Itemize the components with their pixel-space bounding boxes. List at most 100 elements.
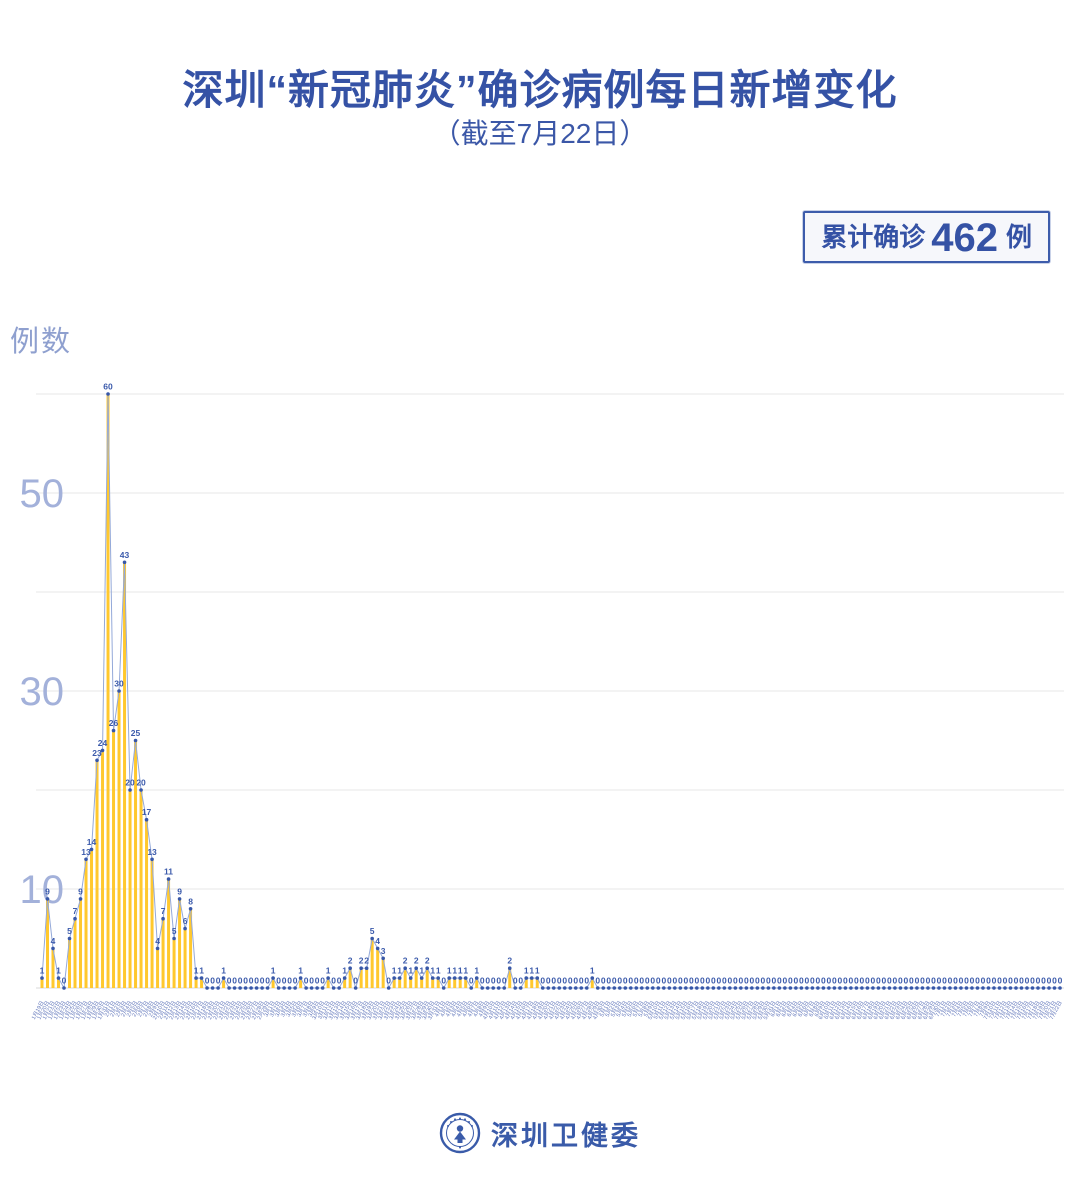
svg-text:0: 0 [898, 976, 903, 986]
svg-text:1: 1 [271, 966, 276, 976]
svg-text:0: 0 [1019, 976, 1024, 986]
svg-text:0: 0 [1003, 976, 1008, 986]
svg-text:2: 2 [425, 956, 430, 966]
svg-text:0: 0 [931, 976, 936, 986]
footer-org-name: 深圳卫健委 [491, 1120, 641, 1151]
svg-text:9: 9 [78, 886, 83, 896]
svg-text:13: 13 [81, 847, 91, 857]
svg-text:50: 50 [20, 472, 65, 516]
svg-text:0: 0 [1030, 976, 1035, 986]
svg-text:23: 23 [92, 748, 102, 758]
svg-text:0: 0 [689, 976, 694, 986]
svg-text:0: 0 [749, 976, 754, 986]
svg-text:0: 0 [904, 976, 909, 986]
svg-text:0: 0 [893, 976, 898, 986]
svg-text:1: 1 [392, 966, 397, 976]
shenzhen-health-commission-logo-icon [439, 1112, 481, 1154]
svg-text:2: 2 [414, 956, 419, 966]
svg-text:30: 30 [114, 679, 124, 689]
svg-text:0: 0 [491, 976, 496, 986]
svg-text:0: 0 [975, 976, 980, 986]
svg-text:0: 0 [557, 976, 562, 986]
svg-text:0: 0 [480, 976, 485, 986]
svg-text:1: 1 [436, 966, 441, 976]
svg-text:0: 0 [667, 976, 672, 986]
svg-text:0: 0 [997, 976, 1002, 986]
svg-text:5: 5 [172, 926, 177, 936]
svg-text:0: 0 [1052, 976, 1057, 986]
svg-text:0: 0 [650, 976, 655, 986]
svg-text:0: 0 [760, 976, 765, 986]
svg-text:0: 0 [711, 976, 716, 986]
svg-text:0: 0 [386, 976, 391, 986]
svg-text:0: 0 [986, 976, 991, 986]
svg-text:0: 0 [469, 976, 474, 986]
svg-text:0: 0 [293, 976, 298, 986]
svg-text:0: 0 [513, 976, 518, 986]
svg-text:1: 1 [430, 966, 435, 976]
svg-text:0: 0 [810, 976, 815, 986]
svg-text:0: 0 [639, 976, 644, 986]
svg-text:20: 20 [125, 778, 135, 788]
svg-text:0: 0 [309, 976, 314, 986]
svg-text:0: 0 [771, 976, 776, 986]
svg-text:1: 1 [458, 966, 463, 976]
svg-text:11: 11 [164, 867, 173, 877]
svg-text:13: 13 [147, 847, 157, 857]
svg-text:0: 0 [744, 976, 749, 986]
svg-text:1: 1 [194, 966, 199, 976]
svg-text:0: 0 [661, 976, 666, 986]
svg-text:30: 30 [20, 670, 65, 714]
svg-text:1: 1 [474, 966, 479, 976]
svg-text:0: 0 [821, 976, 826, 986]
svg-text:0: 0 [705, 976, 710, 986]
svg-text:1: 1 [590, 966, 595, 976]
svg-text:2: 2 [507, 956, 512, 966]
badge-value: 462 [931, 216, 998, 260]
svg-text:0: 0 [876, 976, 881, 986]
svg-text:0: 0 [628, 976, 633, 986]
svg-text:0: 0 [562, 976, 567, 986]
svg-text:0: 0 [733, 976, 738, 986]
svg-text:9: 9 [177, 886, 182, 896]
svg-text:0: 0 [683, 976, 688, 986]
svg-text:0: 0 [865, 976, 870, 986]
svg-text:2: 2 [359, 956, 364, 966]
svg-text:1: 1 [463, 966, 468, 976]
svg-text:0: 0 [964, 976, 969, 986]
svg-text:0: 0 [766, 976, 771, 986]
svg-text:1: 1 [40, 966, 45, 976]
footer: 深圳卫健委 [0, 1112, 1080, 1154]
svg-text:0: 0 [788, 976, 793, 986]
svg-text:0: 0 [700, 976, 705, 986]
svg-text:0: 0 [1058, 976, 1063, 986]
svg-text:1: 1 [447, 966, 452, 976]
svg-text:1: 1 [419, 966, 424, 976]
svg-text:0: 0 [573, 976, 578, 986]
svg-text:0: 0 [315, 976, 320, 986]
svg-text:0: 0 [617, 976, 622, 986]
svg-text:0: 0 [782, 976, 787, 986]
svg-text:0: 0 [909, 976, 914, 986]
svg-text:1: 1 [342, 966, 347, 976]
svg-text:0: 0 [838, 976, 843, 986]
svg-text:1: 1 [452, 966, 457, 976]
svg-text:0: 0 [216, 976, 221, 986]
svg-text:2: 2 [403, 956, 408, 966]
svg-text:0: 0 [953, 976, 958, 986]
svg-text:0: 0 [276, 976, 281, 986]
svg-text:0: 0 [568, 976, 573, 986]
svg-text:1: 1 [326, 966, 331, 976]
svg-text:0: 0 [981, 976, 986, 986]
svg-text:6: 6 [183, 916, 188, 926]
svg-text:0: 0 [249, 976, 254, 986]
svg-text:0: 0 [601, 976, 606, 986]
svg-text:4: 4 [375, 936, 380, 946]
svg-text:0: 0 [926, 976, 931, 986]
svg-text:0: 0 [254, 976, 259, 986]
badge-label: 累计确诊 [821, 222, 926, 252]
svg-text:0: 0 [243, 976, 248, 986]
svg-text:2: 2 [364, 956, 369, 966]
svg-text:0: 0 [634, 976, 639, 986]
